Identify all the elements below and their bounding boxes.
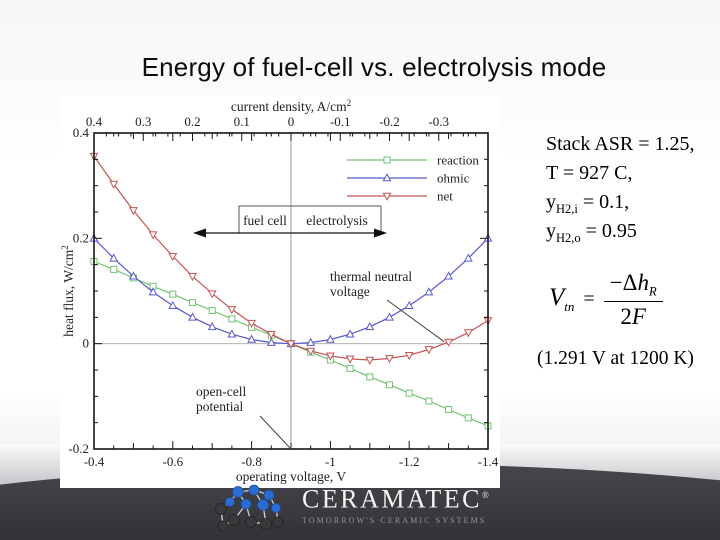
svg-text:potential: potential [196, 399, 243, 414]
condition-yh2-outlet: yH2,o = 0.95 [546, 220, 637, 245]
molecule-icon [215, 484, 284, 532]
brand-name: CERAMATEC® [302, 484, 489, 514]
annotation-mode-arrow: fuel cell electrolysis [193, 205, 387, 238]
svg-text:-1.2: -1.2 [399, 454, 420, 469]
svg-text:-1.4: -1.4 [478, 454, 499, 469]
svg-text:-0.6: -0.6 [163, 454, 184, 469]
thermal-neutral-voltage-equation: Vtn = −ΔhR 2F [549, 270, 663, 330]
svg-text:open-cell: open-cell [196, 384, 246, 399]
equation-fraction: −ΔhR 2F [603, 270, 663, 330]
svg-text:thermal neutral: thermal neutral [330, 269, 412, 284]
svg-text:0.1: 0.1 [234, 114, 250, 129]
brand-tagline: TOMORROW'S CERAMIC SYSTEMS [302, 515, 487, 525]
svg-text:-0.8: -0.8 [241, 454, 262, 469]
equation-denominator: 2F [620, 303, 646, 329]
svg-text:0: 0 [83, 336, 90, 351]
svg-text:electrolysis: electrolysis [306, 213, 367, 228]
svg-text:0.2: 0.2 [73, 230, 89, 245]
slide-title: Energy of fuel-cell vs. electrolysis mod… [141, 52, 607, 82]
svg-text:-0.2: -0.2 [379, 114, 400, 129]
equation-numerator: −ΔhR [603, 270, 663, 302]
svg-text:fuel cell: fuel cell [243, 213, 287, 228]
svg-text:-1: -1 [325, 454, 336, 469]
equation-equals: = [583, 288, 595, 311]
equation-lhs: Vtn [549, 284, 575, 315]
legend: reaction ohmic net [347, 153, 479, 204]
svg-text:-0.4: -0.4 [84, 454, 105, 469]
svg-text:-0.1: -0.1 [330, 114, 351, 129]
legend-label-net: net [437, 189, 453, 204]
svg-text:-0.3: -0.3 [428, 114, 449, 129]
axis-ticks [93, 132, 489, 450]
ceramatec-logo: CERAMATEC® TOMORROW'S CERAMIC SYSTEMS [208, 481, 489, 535]
chart-svg: -0.4 -0.6 -0.8 -1 -1.2 -1.4 0.4 0.3 0.2 0.1 0 -0.1 -… [60, 98, 499, 484]
y-axis-title: heat flux, W/cm2 [60, 245, 76, 337]
svg-text:0.2: 0.2 [184, 114, 200, 129]
axis-tick-labels: -0.4 -0.6 -0.8 -1 -1.2 -1.4 0.4 0.3 0.2 0.1 0 -0.1 -… [68, 114, 498, 469]
svg-text:0.3: 0.3 [135, 114, 151, 129]
legend-label-reaction: reaction [437, 153, 479, 168]
series-net [89, 152, 493, 365]
condition-yh2-inlet: yH2,i = 0.1, [546, 191, 630, 216]
condition-asr: Stack ASR = 1.25, [546, 133, 695, 155]
top-axis-title: current density, A/cm2 [231, 98, 351, 114]
svg-text:0.4: 0.4 [73, 125, 90, 140]
svg-text:0: 0 [288, 114, 295, 129]
legend-label-ohmic: ohmic [437, 171, 470, 186]
condition-temperature: T = 927 C, [546, 162, 633, 184]
svg-text:-0.2: -0.2 [68, 441, 89, 456]
x-axis-title: operating voltage, V [236, 469, 347, 484]
conditions-text: Stack ASR = 1.25, T = 927 C, yH2,i = 0.1… [546, 130, 718, 246]
equation-value-note: (1.291 V at 1200 K) [537, 348, 694, 369]
heat-flux-chart: -0.4 -0.6 -0.8 -1 -1.2 -1.4 0.4 0.3 0.2 0.1 0 -0.1 -… [60, 95, 500, 488]
logo-text: CERAMATEC® TOMORROW'S CERAMIC SYSTEMS [302, 481, 489, 525]
svg-text:voltage: voltage [330, 284, 370, 299]
svg-text:0.4: 0.4 [86, 114, 103, 129]
